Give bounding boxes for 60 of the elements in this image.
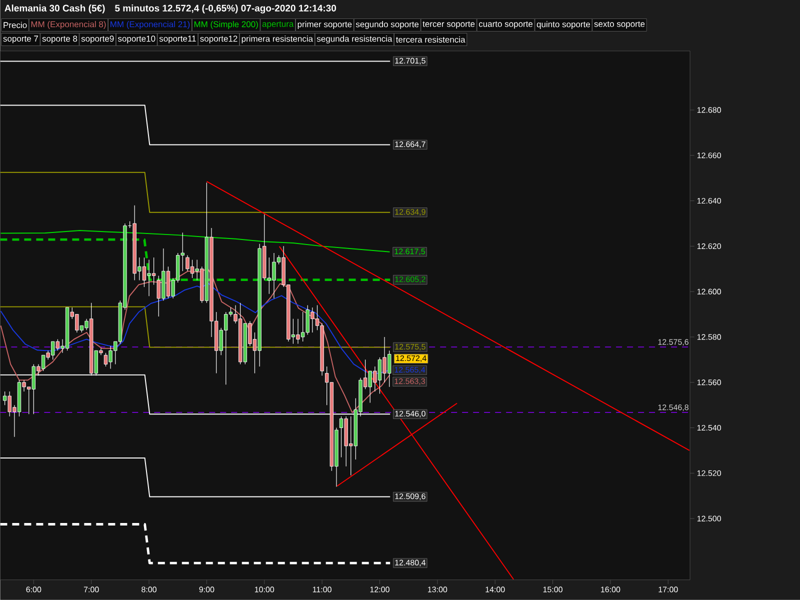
text: soporte11 bbox=[159, 36, 196, 44]
text: 12.572,4 bbox=[396, 355, 426, 362]
x-tick-label: 16:00 bbox=[601, 586, 620, 592]
y-tick-label: 12.580 bbox=[697, 334, 721, 340]
line-series bbox=[0, 230, 390, 252]
data-label: 12.575,5 bbox=[395, 344, 426, 351]
text: soporte9 bbox=[81, 36, 114, 44]
data-label: 12.546,0 bbox=[395, 410, 426, 418]
x-tick-label: 12:00 bbox=[370, 586, 390, 592]
x-tick-label: 11:00 bbox=[312, 586, 332, 592]
data-label: 12.509,6 bbox=[395, 494, 426, 500]
x-tick-label: 7:00 bbox=[84, 586, 99, 592]
text: segundo soporte bbox=[356, 21, 419, 30]
text: segunda resistencia bbox=[316, 36, 392, 44]
y-tick-label: 12.640 bbox=[697, 198, 721, 204]
data-label: 12.565,4 bbox=[394, 366, 426, 374]
x-tick-label: 6:00 bbox=[26, 586, 42, 592]
text: sexto soporte bbox=[594, 21, 645, 29]
text: cuarto soporte bbox=[478, 21, 533, 29]
ref-line-label: 12.575,6 bbox=[658, 339, 688, 346]
y-tick-label: 12.540 bbox=[697, 425, 721, 431]
data-label: 12.563,3 bbox=[394, 378, 425, 386]
text: primer soporte bbox=[298, 21, 352, 30]
text: primera resistencia bbox=[242, 36, 314, 44]
x-tick-label: 8:00 bbox=[142, 586, 156, 592]
data-label: 12.701,5 bbox=[395, 58, 426, 65]
data-label: 12.634,9 bbox=[395, 209, 426, 216]
y-tick-label: 12.620 bbox=[697, 243, 721, 250]
x-tick-label: 15:00 bbox=[543, 586, 562, 592]
x-tick-label: 14:00 bbox=[486, 586, 505, 592]
x-tick-label: 10:00 bbox=[254, 586, 274, 592]
y-tick-label: 12.520 bbox=[697, 470, 721, 476]
text: soporte 8 bbox=[42, 36, 78, 44]
y-tick-label: 12.660 bbox=[697, 152, 721, 158]
text: MM (Simple 200) bbox=[194, 21, 258, 30]
text: soporte 7 bbox=[3, 36, 38, 44]
text: quinto soporte bbox=[536, 21, 590, 30]
text: tercer soporte bbox=[422, 21, 475, 29]
text: MM (Exponencial 8) bbox=[31, 21, 106, 30]
line-series bbox=[0, 268, 390, 414]
text: Precio bbox=[4, 22, 27, 28]
data-label: 12.605,2 bbox=[395, 276, 426, 284]
text: apertura bbox=[262, 21, 294, 29]
text: soporte12 bbox=[200, 36, 238, 44]
y-tick-label: 12.680 bbox=[697, 107, 721, 113]
x-tick-label: 13:00 bbox=[428, 586, 448, 592]
data-label: 12.480,4 bbox=[395, 560, 426, 566]
data-label: 12.664,7 bbox=[395, 142, 426, 148]
text: soporte10 bbox=[118, 36, 156, 44]
x-tick-label: 17:00 bbox=[658, 586, 678, 592]
text: tercera resistencia bbox=[396, 36, 466, 43]
data-label: 12.617,5 bbox=[394, 248, 425, 256]
chart-subtitle: 5 minutos 12.572,4 (-0,65%) 07-ago-2020 12:14:30 bbox=[115, 4, 336, 14]
ref-line-label: 12.546,8 bbox=[658, 404, 688, 412]
y-tick-label: 12.600 bbox=[697, 288, 721, 294]
y-tick-label: 12.500 bbox=[697, 516, 721, 522]
text: MM (Exponencial 21) bbox=[110, 21, 190, 30]
y-tick-label: 12.560 bbox=[697, 380, 721, 386]
chart-title: Alemania 30 Cash (5€) bbox=[4, 4, 105, 14]
x-tick-label: 9:00 bbox=[199, 586, 214, 592]
